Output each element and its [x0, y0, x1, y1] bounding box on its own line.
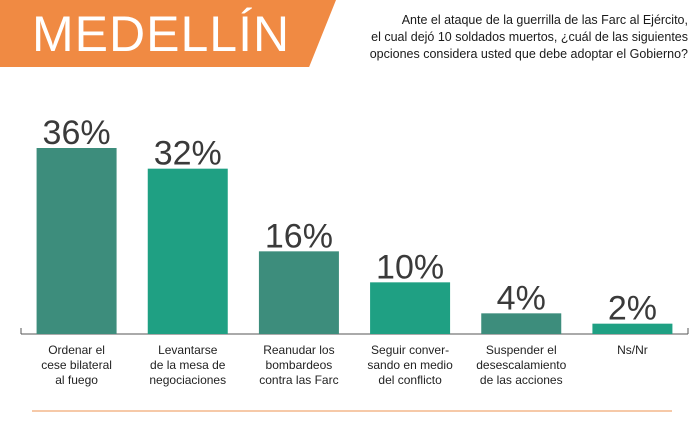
category-label-line: contra las Farc [259, 373, 338, 387]
category-label-line: Reanudar los [263, 343, 334, 357]
bar-6 [592, 323, 673, 334]
category-label-line: negociaciones [149, 373, 226, 387]
category-label-line: desescalamiento [476, 358, 566, 372]
data-label-6: 2% [608, 290, 657, 328]
category-label-line: Suspender el [486, 343, 557, 357]
bar-5 [481, 313, 562, 334]
category-label-line: de las acciones [480, 373, 563, 387]
survey-question: Ante el ataque de la guerrilla de las Fa… [338, 12, 688, 63]
data-label-5: 4% [497, 279, 546, 317]
question-line-1: Ante el ataque de la guerrilla de las Fa… [401, 13, 688, 27]
category-label-line: Ns/Nr [617, 343, 648, 357]
category-label-line: cese bilateral [41, 358, 112, 372]
category-label-line: al fuego [55, 373, 98, 387]
data-label-4: 10% [376, 248, 444, 286]
category-label-3: Reanudar los bombardeos contra las Farc [259, 343, 338, 387]
category-label-line: del conflicto [378, 373, 442, 387]
data-label-1: 36% [43, 114, 111, 152]
bar-2 [147, 168, 228, 334]
category-label-line: sando en medio [367, 358, 453, 372]
bar-4 [370, 282, 451, 334]
footer-divider [32, 410, 672, 412]
title-banner [0, 0, 336, 67]
category-label-4: Seguir conver-sando en medio del conflict… [367, 343, 453, 387]
page-title: MEDELLÍN [32, 6, 291, 62]
category-label-2: Levantarse de la mesa de negociaciones [149, 343, 226, 387]
category-label-line: bombardeos [266, 358, 333, 372]
category-label-1: Ordenar el cese bilateral al fuego [41, 343, 112, 387]
data-label-2: 32% [154, 135, 222, 173]
category-label-line: Levantarse [158, 343, 218, 357]
question-line-3: opciones considera usted que debe adopta… [369, 47, 688, 61]
bar-3 [258, 251, 339, 334]
category-label-line: Ordenar el [48, 343, 105, 357]
bar-1 [36, 148, 117, 334]
category-label-line: de la mesa de [150, 358, 226, 372]
category-label-line: Seguir conver- [371, 343, 449, 357]
category-label-5: Suspender el desescalamiento de las accion… [476, 343, 566, 387]
question-line-2: el cual dejó 10 soldados muertos, ¿cuál … [371, 30, 688, 44]
data-label-3: 16% [265, 217, 333, 255]
category-label-6: Ns/Nr [617, 343, 648, 357]
